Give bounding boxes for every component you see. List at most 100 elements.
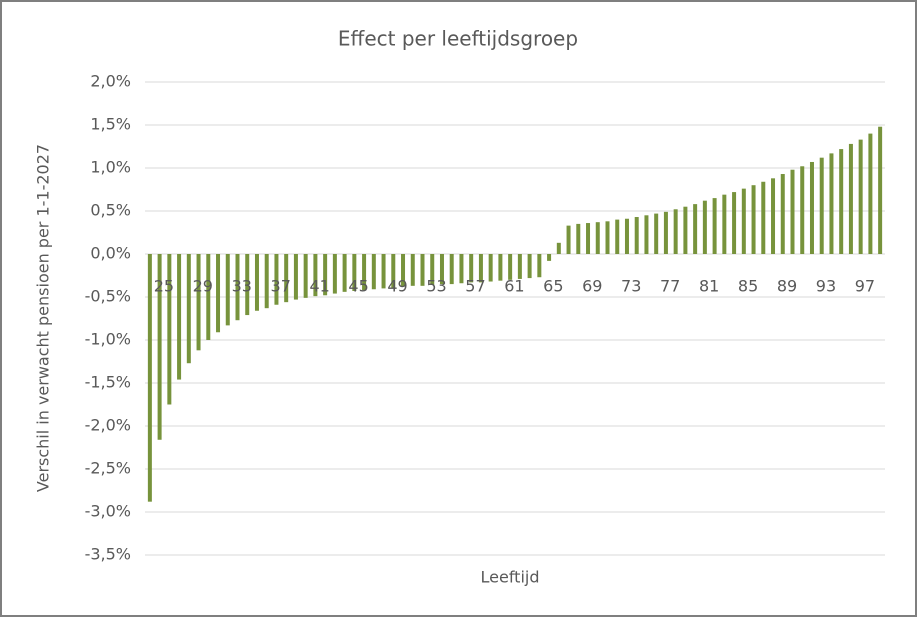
- bar: [644, 215, 649, 254]
- x-tick-label: 73: [621, 277, 641, 296]
- x-tick-label: 41: [309, 277, 329, 296]
- bar: [576, 223, 581, 254]
- bar: [693, 204, 698, 254]
- bar: [391, 254, 396, 288]
- bar: [517, 254, 522, 279]
- x-tick-label: 69: [582, 277, 602, 296]
- y-tick-label: -1,5%: [85, 373, 131, 392]
- y-tick-label: 0,0%: [90, 244, 131, 263]
- chart-title: Effect per leeftijdsgroep: [338, 27, 578, 51]
- x-tick-label: 61: [504, 277, 524, 296]
- bar: [527, 254, 532, 279]
- bar: [566, 225, 571, 254]
- bar: [741, 188, 746, 254]
- bar: [586, 223, 591, 254]
- y-tick-label: 1,0%: [90, 158, 131, 177]
- bar: [371, 254, 376, 290]
- x-tick-label: 33: [232, 277, 252, 296]
- x-tick-label: 57: [465, 277, 485, 296]
- bar: [323, 254, 328, 296]
- x-tick-label: 97: [855, 277, 875, 296]
- bar: [274, 254, 279, 305]
- bar: [605, 221, 610, 254]
- bar: [819, 157, 824, 254]
- bar: [595, 222, 600, 254]
- x-tick-label: 49: [387, 277, 407, 296]
- x-tick-label: 45: [348, 277, 368, 296]
- bar: [313, 254, 318, 297]
- bar: [381, 254, 386, 289]
- bar: [264, 254, 269, 309]
- bar: [303, 254, 308, 298]
- bar: [848, 143, 853, 254]
- bar: [537, 254, 542, 278]
- x-tick-label: 25: [154, 277, 174, 296]
- bar: [663, 211, 668, 254]
- x-tick-label: 85: [738, 277, 758, 296]
- x-axis-label: Leeftijd: [481, 568, 540, 587]
- bar: [420, 254, 425, 286]
- bar: [235, 254, 240, 321]
- x-tick-label: 53: [426, 277, 446, 296]
- bar: [654, 213, 659, 254]
- bar: [430, 254, 435, 285]
- bar: [216, 254, 221, 333]
- x-tick-label: 37: [271, 277, 291, 296]
- bar: [829, 153, 834, 254]
- y-tick-label: -1,0%: [85, 330, 131, 349]
- bar: [177, 254, 182, 380]
- bar: [410, 254, 415, 286]
- y-axis-label: Verschil in verwacht pensioen per 1-1-20…: [34, 144, 53, 492]
- bar: [401, 254, 406, 287]
- x-tick-label: 65: [543, 277, 563, 296]
- bar: [508, 254, 513, 280]
- bar: [683, 206, 688, 254]
- bar: [547, 254, 552, 261]
- bar: [332, 254, 337, 294]
- bar: [712, 198, 717, 254]
- x-tick-label: 93: [816, 277, 836, 296]
- x-tick-label: 89: [777, 277, 797, 296]
- bar: [839, 149, 844, 254]
- bar: [225, 254, 230, 326]
- y-tick-label: 1,5%: [90, 115, 131, 134]
- y-tick-label: -2,0%: [85, 416, 131, 435]
- y-tick-label: 0,5%: [90, 201, 131, 220]
- bar: [157, 254, 162, 440]
- bar: [780, 174, 785, 254]
- y-tick-label: -2,5%: [85, 459, 131, 478]
- bar: [245, 254, 250, 316]
- bar: [809, 161, 814, 254]
- bar: [469, 254, 474, 283]
- bar: [634, 217, 639, 254]
- bar: [624, 218, 629, 254]
- bar: [732, 192, 737, 254]
- bar: [702, 200, 707, 254]
- x-tick-label: 77: [660, 277, 680, 296]
- bar: [790, 169, 795, 254]
- x-tick-label: 81: [699, 277, 719, 296]
- bar: [284, 254, 289, 303]
- y-tick-label: 2,0%: [90, 72, 131, 91]
- bar: [878, 126, 883, 254]
- bar: [459, 254, 464, 284]
- bar: [449, 254, 454, 285]
- bar: [751, 185, 756, 254]
- bar: [868, 133, 873, 254]
- bar: [673, 209, 678, 254]
- bar: [761, 181, 766, 254]
- bar: [556, 242, 561, 254]
- bar: [206, 254, 211, 340]
- bar: [498, 254, 503, 281]
- bar: [167, 254, 172, 405]
- bar: [439, 254, 444, 285]
- bar: [488, 254, 493, 282]
- bar: [362, 254, 367, 291]
- bar: [352, 254, 357, 291]
- bar: [342, 254, 347, 292]
- bar: [293, 254, 298, 300]
- bar: [254, 254, 259, 311]
- bar: [771, 178, 776, 254]
